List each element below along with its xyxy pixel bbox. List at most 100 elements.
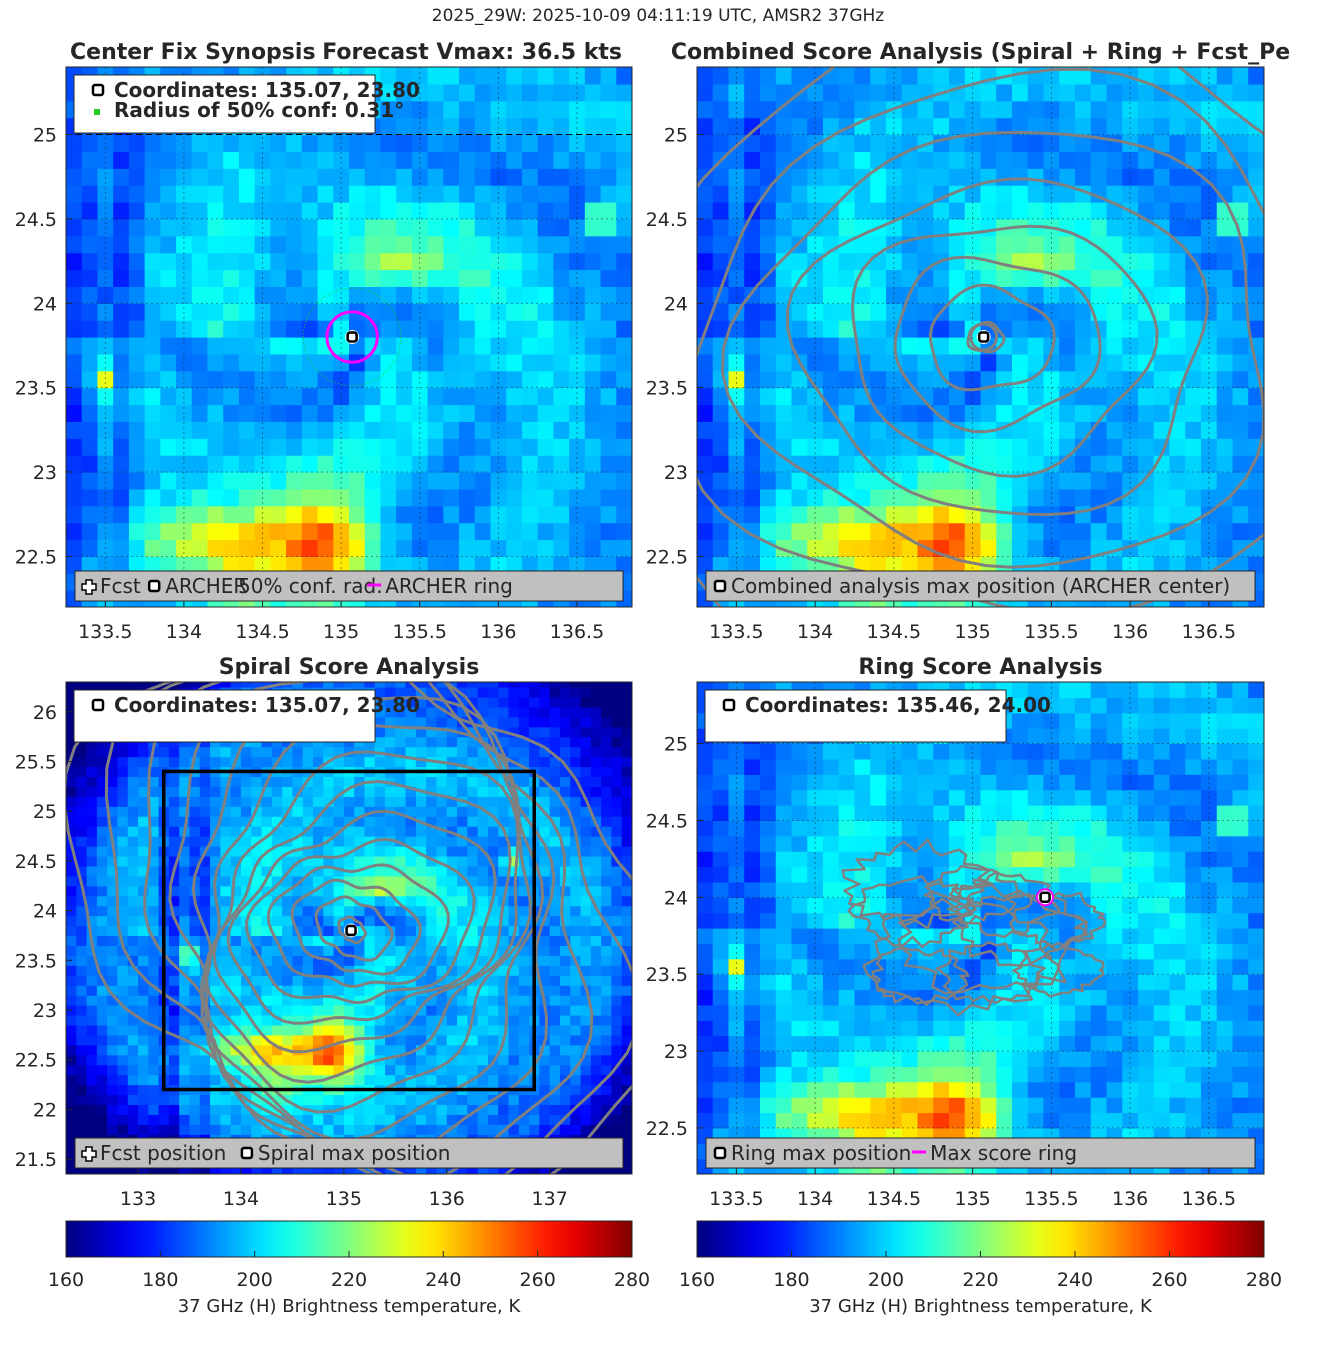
heatmap-cell bbox=[292, 905, 304, 917]
heatmap-cell bbox=[415, 995, 427, 1006]
heatmap-cell bbox=[128, 1174, 139, 1185]
heatmap-cell bbox=[385, 1174, 396, 1185]
heatmap-cell bbox=[107, 885, 119, 897]
heatmap-cell bbox=[301, 556, 319, 574]
heatmap-cell bbox=[487, 905, 499, 917]
heatmap-cell bbox=[270, 269, 287, 287]
heatmap-cell bbox=[302, 935, 314, 946]
heatmap-cell bbox=[712, 168, 730, 186]
heatmap-cell bbox=[467, 1094, 479, 1106]
heatmap-cell bbox=[380, 522, 397, 541]
heatmap-cell bbox=[996, 522, 1013, 541]
heatmap-cell bbox=[1185, 235, 1202, 254]
heatmap-cell bbox=[66, 846, 67, 857]
heatmap-cell bbox=[996, 353, 1013, 372]
heatmap-cell bbox=[459, 370, 476, 389]
heatmap-cell bbox=[364, 1054, 376, 1066]
heatmap-cell bbox=[107, 875, 119, 887]
heatmap-cell bbox=[207, 320, 224, 338]
heatmap-cell bbox=[487, 1005, 499, 1016]
heatmap-cell bbox=[76, 766, 88, 778]
heatmap-cell bbox=[96, 1074, 108, 1086]
heatmap-cell bbox=[364, 1104, 376, 1115]
heatmap-cell bbox=[238, 505, 256, 524]
heatmap-cell bbox=[97, 235, 114, 254]
heatmap-cell bbox=[395, 756, 407, 768]
heatmap-cell bbox=[697, 185, 714, 203]
heatmap-cell bbox=[467, 875, 479, 887]
heatmap-cell bbox=[354, 955, 366, 966]
info-marker-icon bbox=[91, 83, 105, 97]
heatmap-cell bbox=[138, 985, 149, 996]
heatmap-cell bbox=[446, 905, 458, 917]
heatmap-cell bbox=[168, 855, 180, 867]
heatmap-cell bbox=[405, 696, 417, 708]
heatmap-cell bbox=[411, 100, 429, 119]
heatmap-cell bbox=[436, 816, 448, 827]
heatmap-cell bbox=[144, 488, 161, 507]
heatmap-cell bbox=[191, 387, 209, 406]
heatmap-cell bbox=[76, 1054, 88, 1066]
heatmap-cell bbox=[66, 235, 83, 254]
heatmap-cell bbox=[312, 1124, 324, 1135]
heatmap-cell bbox=[144, 387, 161, 406]
heatmap-cell bbox=[1169, 286, 1186, 304]
heatmap-cell bbox=[86, 786, 98, 797]
heatmap-cell bbox=[374, 1104, 386, 1115]
heatmap-cell bbox=[1138, 252, 1155, 271]
heatmap-cell bbox=[282, 995, 293, 1006]
heatmap-cell bbox=[901, 353, 919, 372]
heatmap-cell bbox=[176, 556, 193, 574]
heatmap-cell bbox=[301, 218, 319, 237]
heatmap-cell bbox=[333, 855, 345, 867]
heatmap-cell bbox=[292, 682, 304, 688]
heatmap-cell bbox=[415, 905, 427, 917]
heatmap-cell bbox=[415, 756, 427, 768]
heatmap-cell bbox=[396, 472, 413, 490]
heatmap-cell bbox=[189, 806, 201, 817]
heatmap-cell bbox=[286, 353, 303, 372]
heatmap-cell bbox=[1059, 83, 1076, 102]
heatmap-cell bbox=[312, 1094, 324, 1106]
heatmap-cell bbox=[240, 796, 252, 807]
heatmap-cell bbox=[179, 905, 191, 917]
heatmap-cell bbox=[436, 746, 448, 758]
heatmap-cell bbox=[66, 1114, 77, 1125]
heatmap-cell bbox=[395, 786, 407, 797]
heatmap-cell bbox=[301, 151, 319, 169]
heatmap-cell bbox=[189, 995, 201, 1006]
heatmap-cell bbox=[282, 855, 293, 867]
heatmap-cell bbox=[487, 915, 499, 927]
y-tick-label: 22.5 bbox=[15, 546, 57, 568]
heatmap-cell bbox=[426, 1114, 438, 1125]
heatmap-cell bbox=[160, 134, 177, 152]
heatmap-cell bbox=[138, 1044, 149, 1056]
heatmap-cell bbox=[66, 505, 83, 524]
heatmap-cell bbox=[107, 965, 119, 976]
heatmap-cell bbox=[949, 505, 966, 524]
heatmap-cell bbox=[107, 682, 119, 688]
heatmap-cell bbox=[467, 726, 479, 738]
heatmap-cell bbox=[230, 1024, 242, 1036]
heatmap-cell bbox=[127, 1084, 139, 1096]
heatmap-cell bbox=[648, 337, 664, 354]
heatmap-cell bbox=[1106, 353, 1123, 372]
heatmap-cell bbox=[254, 303, 271, 321]
heatmap-cell bbox=[477, 682, 489, 688]
heatmap-cell bbox=[697, 539, 714, 557]
heatmap-cell bbox=[474, 522, 492, 541]
heatmap-cell bbox=[66, 320, 67, 338]
heatmap-cell bbox=[107, 915, 119, 927]
heatmap-cell bbox=[113, 269, 130, 287]
heatmap-cell bbox=[459, 472, 476, 490]
heatmap-cell bbox=[1153, 168, 1171, 186]
heatmap-cell bbox=[446, 716, 458, 728]
heatmap-cell bbox=[374, 706, 386, 718]
heatmap-cell bbox=[616, 202, 632, 220]
heatmap-cell bbox=[506, 252, 523, 271]
heatmap-cell bbox=[364, 682, 376, 688]
heatmap-cell bbox=[917, 387, 934, 406]
heatmap-cell bbox=[240, 1124, 252, 1135]
heatmap-cell bbox=[333, 746, 345, 758]
heatmap-cell bbox=[775, 556, 793, 574]
